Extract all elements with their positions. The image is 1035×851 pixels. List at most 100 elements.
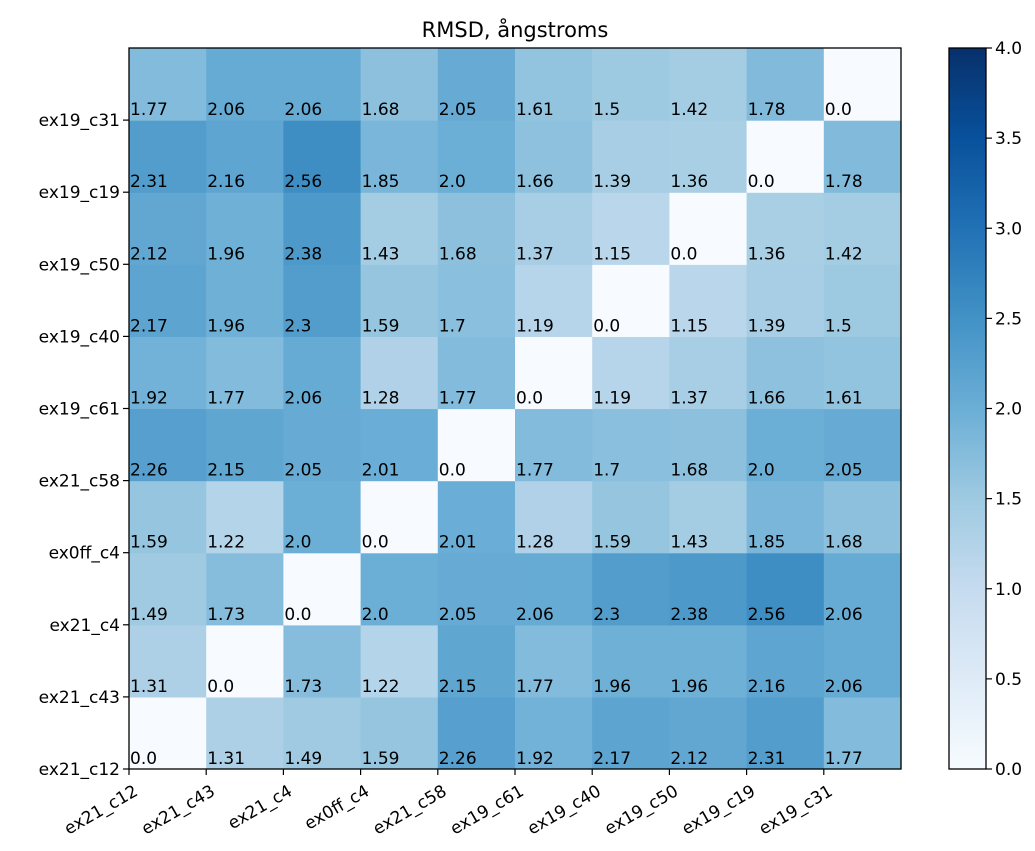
cell-value-label: 2.17 bbox=[130, 316, 168, 336]
heatmap-cell bbox=[437, 336, 516, 410]
cell-value-label: 0.0 bbox=[130, 749, 157, 769]
heatmap-cell bbox=[206, 408, 284, 482]
heatmap-cell bbox=[437, 480, 516, 554]
cell-value-label: 1.43 bbox=[670, 533, 708, 553]
cell-value-label: 1.78 bbox=[748, 100, 786, 120]
heatmap-cell bbox=[437, 192, 516, 265]
heatmap-cell bbox=[129, 624, 207, 698]
cell-value-label: 1.28 bbox=[516, 533, 554, 553]
heatmap-cell bbox=[360, 552, 439, 626]
heatmap-cell bbox=[823, 480, 902, 554]
heatmap-cell bbox=[823, 192, 902, 265]
cell-value-label: 2.05 bbox=[439, 605, 477, 625]
cell-value-label: 1.59 bbox=[362, 316, 400, 336]
heatmap-cell-labels: 0.0 1.31 1.49 1.59 2.26 1.92 2.17 2.12 2.31 1.77 1… bbox=[130, 100, 863, 769]
heatmap-cells bbox=[129, 48, 902, 770]
cell-value-label: 1.77 bbox=[516, 461, 554, 481]
heatmap-cell bbox=[823, 264, 902, 337]
cell-value-label: 2.56 bbox=[284, 172, 322, 192]
cell-value-label: 2.0 bbox=[439, 172, 466, 192]
cell-value-label: 1.5 bbox=[593, 100, 620, 120]
heatmap-cell bbox=[515, 552, 593, 626]
heatmap-cell bbox=[283, 624, 362, 698]
heatmap-cell bbox=[360, 696, 439, 770]
heatmap-cell bbox=[515, 48, 593, 121]
heatmap-cell bbox=[515, 192, 593, 265]
cell-value-label: 1.28 bbox=[362, 389, 400, 409]
y-tick-label: ex19_c61 bbox=[39, 400, 120, 420]
cell-value-label: 1.96 bbox=[207, 316, 245, 336]
cell-value-label: 0.0 bbox=[439, 461, 466, 481]
cell-value-label: 1.31 bbox=[207, 749, 245, 769]
cell-value-label: 1.59 bbox=[362, 749, 400, 769]
colorbar-gradient bbox=[949, 48, 986, 769]
cell-value-label: 1.19 bbox=[516, 316, 554, 336]
cell-value-label: 0.0 bbox=[825, 100, 852, 120]
cell-value-label: 2.0 bbox=[362, 605, 389, 625]
heatmap-cell bbox=[283, 552, 362, 626]
x-tick-label: ex19_c40 bbox=[524, 781, 604, 839]
cell-value-label: 1.59 bbox=[593, 533, 631, 553]
heatmap-cell bbox=[515, 480, 593, 554]
heatmap-cell bbox=[592, 696, 670, 770]
y-tick-label: ex19_c19 bbox=[39, 183, 120, 203]
cell-value-label: 1.66 bbox=[748, 389, 786, 409]
heatmap-cell bbox=[206, 120, 284, 193]
cell-value-label: 1.42 bbox=[670, 100, 708, 120]
colorbar-tick-label: 2.5 bbox=[995, 309, 1022, 329]
y-tick-label: ex21_c4 bbox=[49, 616, 120, 636]
heatmap-cell bbox=[823, 48, 902, 121]
heatmap-cell bbox=[746, 120, 825, 193]
heatmap-cell bbox=[283, 408, 362, 482]
heatmap-cell bbox=[360, 624, 439, 698]
cell-value-label: 1.39 bbox=[748, 316, 786, 336]
heatmap-cell bbox=[669, 480, 748, 554]
cell-value-label: 2.05 bbox=[284, 461, 322, 481]
heatmap-cell bbox=[669, 264, 748, 337]
heatmap-cell bbox=[823, 408, 902, 482]
cell-value-label: 1.42 bbox=[825, 244, 863, 264]
heatmap-cell bbox=[669, 192, 748, 265]
cell-value-label: 1.77 bbox=[130, 100, 168, 120]
heatmap-cell bbox=[129, 336, 207, 410]
heatmap-cell bbox=[515, 696, 593, 770]
heatmap-cell bbox=[437, 264, 516, 337]
cell-value-label: 1.36 bbox=[748, 244, 786, 264]
colorbar: 0.0 0.5 1.0 1.5 2.0 2.5 3.0 3.5 4.0 bbox=[948, 39, 1022, 780]
cell-value-label: 1.78 bbox=[825, 172, 863, 192]
heatmap-cell bbox=[283, 696, 362, 770]
chart-title: RMSD, ångstroms bbox=[422, 17, 609, 42]
cell-value-label: 2.12 bbox=[670, 749, 708, 769]
cell-value-label: 1.49 bbox=[130, 605, 168, 625]
colorbar-tick-label: 3.0 bbox=[995, 219, 1022, 239]
heatmap-cell bbox=[746, 192, 825, 265]
cell-value-label: 2.06 bbox=[284, 389, 322, 409]
x-tick-label: ex21_c58 bbox=[370, 781, 450, 839]
cell-value-label: 1.77 bbox=[207, 389, 245, 409]
cell-value-label: 2.06 bbox=[825, 677, 863, 697]
heatmap-cell bbox=[515, 408, 593, 482]
heatmap-cell bbox=[592, 264, 670, 337]
heatmap-cell bbox=[129, 192, 207, 265]
cell-value-label: 1.61 bbox=[516, 100, 554, 120]
heatmap-cell bbox=[592, 192, 670, 265]
heatmap-cell bbox=[592, 552, 670, 626]
y-tick-label: ex21_c58 bbox=[39, 472, 120, 492]
heatmap-cell bbox=[669, 696, 748, 770]
cell-value-label: 1.31 bbox=[130, 677, 168, 697]
colorbar-tick-label: 0.0 bbox=[995, 760, 1022, 780]
x-tick-label: ex19_c31 bbox=[756, 781, 836, 839]
cell-value-label: 2.3 bbox=[593, 605, 620, 625]
colorbar-ticks: 0.0 0.5 1.0 1.5 2.0 2.5 3.0 3.5 4.0 bbox=[986, 39, 1022, 780]
cell-value-label: 0.0 bbox=[593, 316, 620, 336]
heatmap-cell bbox=[129, 264, 207, 337]
cell-value-label: 2.06 bbox=[825, 605, 863, 625]
x-tick-label: ex19_c50 bbox=[601, 781, 681, 839]
heatmap-cell bbox=[669, 552, 748, 626]
cell-value-label: 1.73 bbox=[284, 677, 322, 697]
cell-value-label: 2.05 bbox=[825, 461, 863, 481]
cell-value-label: 1.61 bbox=[825, 389, 863, 409]
heatmap-cell bbox=[592, 48, 670, 121]
cell-value-label: 1.77 bbox=[516, 677, 554, 697]
